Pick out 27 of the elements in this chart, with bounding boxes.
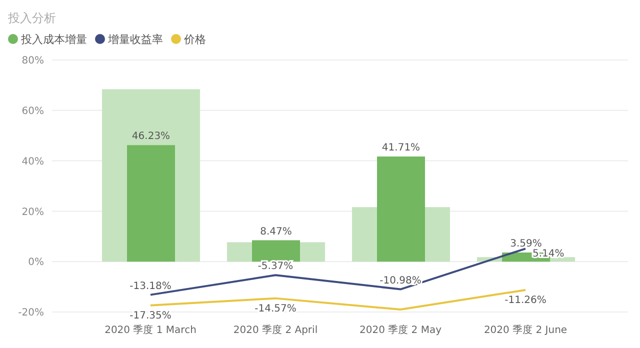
y-tick-label: 20% bbox=[22, 206, 44, 218]
chart-title: 投入分析 bbox=[8, 10, 57, 27]
data-label: -10.98% bbox=[380, 275, 422, 286]
data-label: -11.26% bbox=[504, 294, 546, 306]
data-label: 8.47% bbox=[260, 226, 292, 238]
data-label: 46.23% bbox=[132, 131, 170, 142]
data-label: -17.35% bbox=[130, 310, 172, 322]
legend-label: 投入成本增量 bbox=[20, 32, 87, 46]
data-label: 3.59% bbox=[510, 238, 542, 250]
x-tick-label: 2020 季度 2 April bbox=[233, 324, 318, 336]
y-tick-label: 0% bbox=[28, 257, 44, 268]
data-label: 41.71% bbox=[382, 142, 420, 154]
y-tick-label: 60% bbox=[22, 106, 44, 117]
bar bbox=[377, 156, 425, 262]
x-tick-label: 2020 季度 2 May bbox=[359, 324, 442, 336]
data-label: -5.37% bbox=[258, 261, 294, 272]
data-label: -14.57% bbox=[254, 303, 296, 314]
legend-label: 价格 bbox=[183, 32, 206, 46]
bar bbox=[127, 145, 175, 262]
bar bbox=[252, 240, 300, 262]
y-tick-label: 40% bbox=[22, 156, 44, 168]
x-tick-label: 2020 季度 1 March bbox=[104, 324, 196, 336]
y-tick-label: 80% bbox=[22, 56, 44, 67]
y-tick-label: -20% bbox=[18, 308, 44, 319]
data-label: -13.18% bbox=[130, 280, 172, 292]
x-tick-label: 2020 季度 2 June bbox=[484, 324, 568, 336]
legend-label: 增量收益率 bbox=[107, 32, 163, 46]
